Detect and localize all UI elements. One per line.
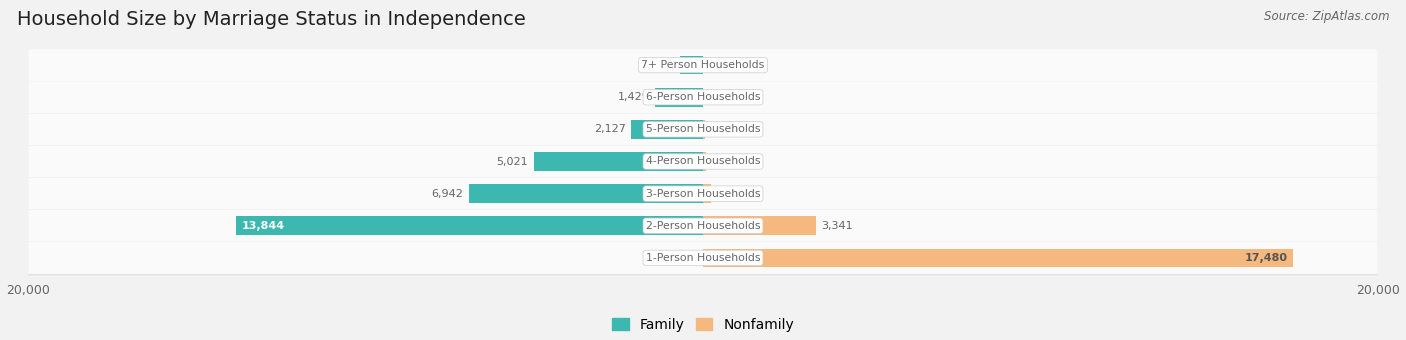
Text: Household Size by Marriage Status in Independence: Household Size by Marriage Status in Ind… (17, 10, 526, 29)
Text: 239: 239 (717, 189, 738, 199)
Text: 6,942: 6,942 (432, 189, 464, 199)
Bar (681, 56, 703, 74)
Text: 7+ Person Households: 7+ Person Households (641, 60, 765, 70)
Bar (703, 249, 1294, 267)
FancyBboxPatch shape (28, 210, 1378, 243)
Bar (703, 120, 704, 139)
FancyBboxPatch shape (28, 146, 1378, 179)
Bar (631, 120, 703, 139)
Text: 1,429: 1,429 (617, 92, 650, 102)
Text: 6-Person Households: 6-Person Households (645, 92, 761, 102)
Bar (468, 184, 703, 203)
FancyBboxPatch shape (28, 113, 1378, 146)
Text: 1-Person Households: 1-Person Households (645, 253, 761, 263)
Text: 88: 88 (711, 156, 725, 167)
Text: 4-Person Households: 4-Person Households (645, 156, 761, 167)
Bar (236, 217, 703, 235)
FancyBboxPatch shape (28, 177, 1378, 210)
Bar (703, 217, 815, 235)
Text: 5-Person Households: 5-Person Households (645, 124, 761, 134)
Text: 13,844: 13,844 (242, 221, 284, 231)
Text: 3-Person Households: 3-Person Households (645, 189, 761, 199)
Text: 17,480: 17,480 (1244, 253, 1288, 263)
FancyBboxPatch shape (28, 81, 1378, 115)
FancyBboxPatch shape (28, 81, 1378, 113)
Text: 5,021: 5,021 (496, 156, 529, 167)
FancyBboxPatch shape (28, 49, 1378, 83)
FancyBboxPatch shape (28, 210, 1378, 242)
FancyBboxPatch shape (28, 49, 1378, 81)
FancyBboxPatch shape (28, 177, 1378, 211)
Bar (703, 184, 711, 203)
Text: 2-Person Households: 2-Person Households (645, 221, 761, 231)
Bar (533, 152, 703, 171)
Text: 3,341: 3,341 (821, 221, 853, 231)
Text: Source: ZipAtlas.com: Source: ZipAtlas.com (1264, 10, 1389, 23)
Text: 685: 685 (654, 60, 675, 70)
FancyBboxPatch shape (28, 242, 1378, 274)
Bar (655, 88, 703, 106)
Bar (703, 152, 706, 171)
Text: 55: 55 (710, 124, 724, 134)
FancyBboxPatch shape (28, 113, 1378, 147)
Legend: Family, Nonfamily: Family, Nonfamily (606, 312, 800, 338)
FancyBboxPatch shape (28, 242, 1378, 275)
Text: 2,127: 2,127 (593, 124, 626, 134)
FancyBboxPatch shape (28, 146, 1378, 177)
